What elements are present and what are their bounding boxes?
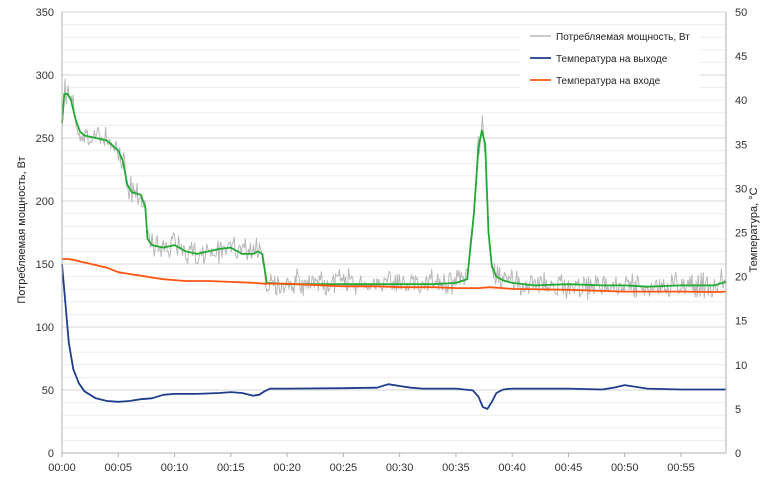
y2-tick-label: 30 xyxy=(735,183,747,195)
legend: Потребляемая мощность, Вт Температура на… xyxy=(520,26,700,96)
y-tick-label: 50 xyxy=(42,385,54,397)
y-tick-label: 350 xyxy=(36,7,54,19)
y2-tick-label: 40 xyxy=(735,95,747,107)
power-smoothed-line xyxy=(61,93,727,288)
x-tick-label: 00:10 xyxy=(161,462,189,474)
power-series-line xyxy=(61,78,726,300)
y-axis-title: Потребляемая мощность, Вт xyxy=(16,156,28,303)
y-tick-label: 250 xyxy=(36,133,54,145)
axes xyxy=(61,12,727,457)
x-tick-label: 00:00 xyxy=(48,462,76,474)
y-tick-label: 200 xyxy=(36,196,54,208)
x-tick-label: 00:25 xyxy=(330,462,358,474)
y-tick-label: 300 xyxy=(36,70,54,82)
x-tick-label: 00:50 xyxy=(611,462,639,474)
x-tick-label: 00:15 xyxy=(217,462,245,474)
series-layer xyxy=(61,78,727,410)
x-tick-label: 00:45 xyxy=(555,462,583,474)
y2-tick-label: 50 xyxy=(735,7,747,19)
inlet-temperature-line xyxy=(62,258,727,293)
x-tick-label: 00:35 xyxy=(442,462,470,474)
tick-labels: 0 50 100 150 200 250 300 350 0 5 10 15 20 25 30 35 40 45 5… xyxy=(36,7,748,474)
x-tick-label: 00:30 xyxy=(386,462,414,474)
y2-tick-label: 20 xyxy=(735,272,747,284)
y2-tick-label: 0 xyxy=(735,448,741,460)
legend-label-power: Потребляемая мощность, Вт xyxy=(556,31,690,43)
y2-tick-label: 25 xyxy=(735,228,747,240)
y-tick-label: 0 xyxy=(48,448,54,460)
x-tick-label: 00:40 xyxy=(498,462,526,474)
legend-label-inlet: Температура на входе xyxy=(556,76,661,87)
x-tick-label: 00:20 xyxy=(273,462,301,474)
outlet-temperature-line xyxy=(61,264,726,410)
legend-box xyxy=(520,26,700,96)
y2-tick-label: 15 xyxy=(735,316,747,328)
y2-tick-label: 5 xyxy=(735,404,741,416)
y2-tick-label: 35 xyxy=(735,139,747,151)
y2-tick-label: 45 xyxy=(735,51,747,63)
y2-tick-label: 10 xyxy=(735,360,747,372)
y-tick-label: 100 xyxy=(36,322,54,334)
y-tick-label: 150 xyxy=(36,259,54,271)
x-tick-label: 00:55 xyxy=(667,462,695,474)
legend-label-outlet: Температура на выходе xyxy=(556,54,668,65)
x-tick-label: 00:05 xyxy=(105,462,133,474)
y2-axis-title: Температура, °С xyxy=(748,187,760,272)
